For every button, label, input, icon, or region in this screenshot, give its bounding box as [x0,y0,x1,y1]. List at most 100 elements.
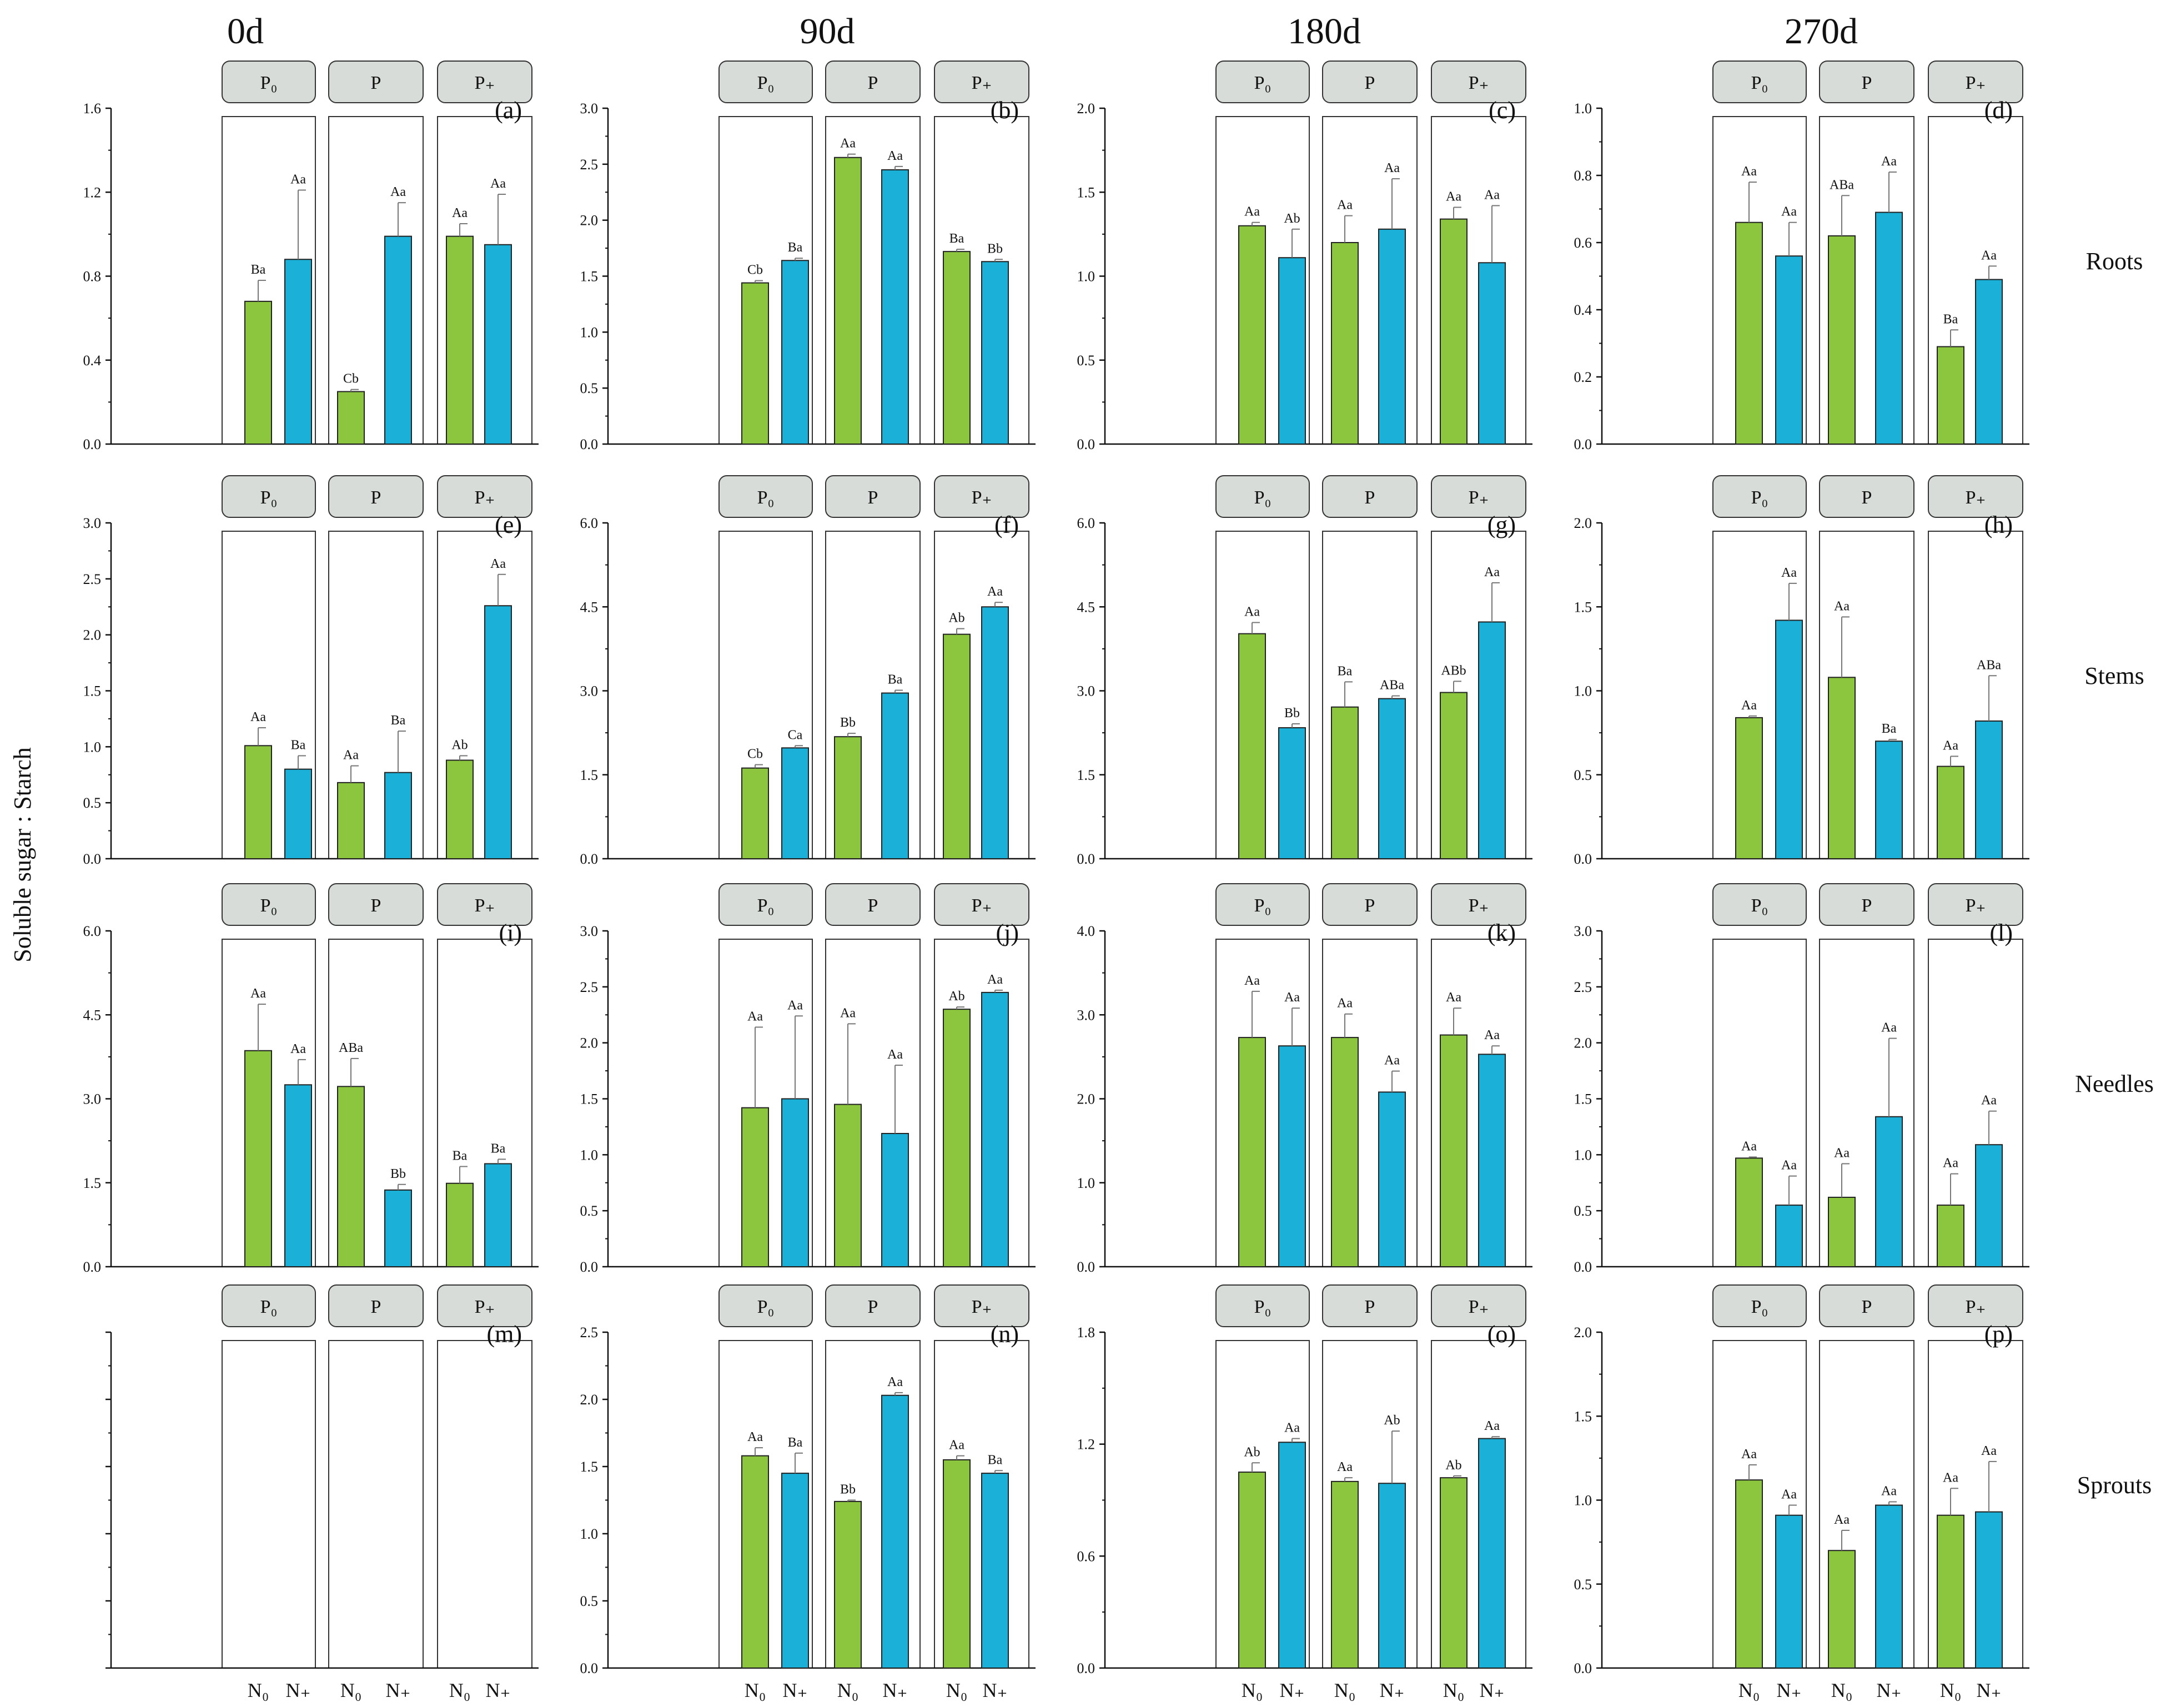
group-label: P₀ [1254,73,1272,93]
bar [1378,1091,1406,1268]
panel-c: P₀ P P₊ 0.0 0.5 1.0 1.5 2.0 (c) Aa Ab Aa Aa Aa Aa [1077,61,1532,452]
significance-label: Ba [251,263,266,277]
y-tick-label: 0.5 [1077,352,1095,369]
significance-label: Aa [390,185,406,199]
significance-label: Ab [948,989,964,1004]
group-label-box [1215,1284,1310,1327]
significance-label: Cb [747,747,763,762]
x-tick-label: N₀ [837,1679,859,1701]
y-tick-label: 1.5 [580,1459,599,1475]
group-label: P₊ [1966,1297,1986,1317]
group-label: P [1365,1297,1375,1317]
bar [1875,1116,1903,1268]
panel-l: P₀ P P₊ 0.0 0.5 1.0 1.5 2.0 2.5 3.0 (l) Aa Aa Aa Aa Aa A… [1574,883,2029,1275]
x-tick-label: N₀ [1334,1679,1356,1701]
bar [1331,1037,1359,1268]
bar [834,736,862,860]
bar [1735,717,1763,860]
group-label-box [934,475,1029,518]
y-tick-label: 2.0 [1077,100,1095,117]
significance-label: Bb [390,1167,406,1181]
significance-label: Aa [1881,1484,1897,1499]
group-label: P₊ [972,1297,992,1317]
significance-label: Aa [1781,566,1797,580]
group-label-box [437,1284,532,1327]
significance-label: Aa [1284,1421,1300,1435]
y-tick-label: 6.0 [83,923,102,939]
x-tick-label: N₀ [1443,1679,1465,1701]
bar [284,1084,312,1267]
y-tick-label: 4.5 [580,599,599,615]
significance-label: Aa [1741,1139,1757,1153]
significance-label: Aa [1741,1447,1757,1462]
bar [1440,1477,1468,1669]
significance-label: Aa [250,986,266,1001]
group-label-box [1431,1284,1526,1327]
group-label: P₀ [757,487,775,508]
group-label: P₀ [1751,1297,1768,1317]
bar [337,782,365,860]
y-tick-label: 2.5 [580,157,599,173]
panel-d: P₀ P P₊ 0.0 0.2 0.4 0.6 0.8 1.0 (d) Aa Aa ABa Aa Ba Aa [1574,61,2029,452]
group-label-box [718,1284,813,1327]
group-label: P₀ [260,1297,278,1317]
bar [1378,698,1406,860]
significance-label: ABa [1977,658,2001,672]
bar [1478,621,1506,859]
significance-label: Aa [840,1006,856,1020]
significance-label: Aa [1781,1488,1797,1502]
column-title-180d: 180d [1288,11,1361,52]
bar [1828,235,1856,445]
bar [244,1050,272,1267]
bar [834,1500,862,1669]
group-label-box [222,475,316,518]
bar [384,772,412,860]
y-tick-label: 0.0 [83,436,102,452]
x-tick-label: N₊ [1877,1679,1902,1701]
group-label-box [934,1284,1029,1327]
y-tick-label: 1.2 [83,184,102,200]
bar [943,251,971,445]
bar [337,1086,365,1267]
y-tick-label: 3.0 [580,923,599,939]
group-label-box [934,61,1029,103]
significance-label: ABa [1830,178,1854,192]
significance-label: Aa [1384,1054,1400,1068]
bar [943,633,971,859]
significance-label: Aa [1781,1158,1797,1173]
significance-label: Aa [1484,1028,1500,1042]
significance-label: Ab [1244,1445,1260,1459]
y-tick-label: 0.4 [1574,302,1592,318]
y-tick-label: 0.5 [1574,1576,1592,1593]
group-label: P₊ [1469,73,1489,93]
bar [1775,1514,1803,1669]
group-label: P₊ [1469,487,1489,508]
significance-label: Ba [788,1435,803,1450]
significance-label: Bb [1284,706,1300,721]
column-title-270d: 270d [1785,11,1858,52]
row-title-needles: Needles [2075,1070,2154,1097]
y-tick-label: 0.8 [83,269,102,285]
y-tick-label: 3.0 [1574,923,1592,939]
y-tick-label: 1.2 [1077,1437,1095,1453]
significance-label: Aa [1981,248,1997,263]
significance-label: Ab [1445,1458,1461,1473]
panel-letter: (k) [1487,919,1516,946]
group-label-box [825,883,921,926]
y-tick-label: 1.5 [580,269,599,285]
panel-letter: (h) [1984,511,2013,538]
group-label-box [825,475,921,518]
x-tick-label: N₀ [946,1679,968,1701]
group-label: P [868,73,878,93]
bar [834,157,862,445]
group-label: P₀ [1751,73,1768,93]
y-tick-label: 2.0 [580,1035,599,1051]
bar [741,282,769,445]
bar [1775,255,1803,445]
significance-label: Aa [747,1009,763,1024]
group-label-box [328,883,424,926]
group-label: P₀ [1254,1297,1272,1317]
significance-label: Aa [1337,1460,1353,1474]
y-tick-label: 1.0 [580,1526,599,1542]
